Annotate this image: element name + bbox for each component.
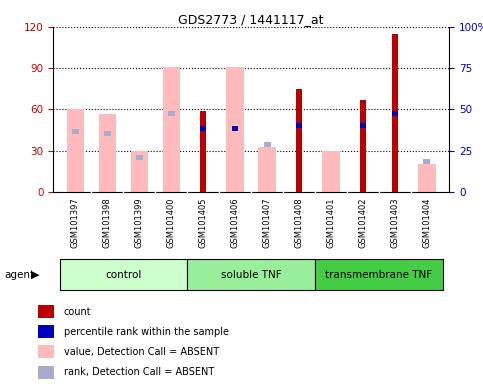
Text: agent: agent: [5, 270, 35, 280]
Text: GSM101402: GSM101402: [358, 197, 368, 248]
Bar: [38, 366, 54, 379]
Bar: [162, 67, 180, 192]
Bar: [258, 147, 276, 192]
Text: GSM101408: GSM101408: [295, 197, 304, 248]
Bar: [72, 129, 79, 134]
Text: GSM101403: GSM101403: [390, 197, 399, 248]
Text: GSM101399: GSM101399: [135, 197, 144, 248]
Bar: [424, 159, 430, 164]
Bar: [200, 126, 206, 131]
Bar: [264, 142, 270, 147]
FancyBboxPatch shape: [315, 259, 443, 290]
Bar: [38, 305, 54, 318]
FancyBboxPatch shape: [59, 259, 187, 290]
Bar: [67, 109, 84, 192]
Text: GSM101401: GSM101401: [327, 197, 336, 248]
Bar: [360, 100, 366, 192]
Bar: [296, 123, 302, 128]
Bar: [322, 151, 340, 192]
Text: GSM101407: GSM101407: [263, 197, 271, 248]
Text: percentile rank within the sample: percentile rank within the sample: [64, 327, 228, 337]
Text: rank, Detection Call = ABSENT: rank, Detection Call = ABSENT: [64, 367, 214, 377]
Bar: [232, 126, 238, 131]
Text: soluble TNF: soluble TNF: [221, 270, 282, 280]
Bar: [38, 325, 54, 338]
FancyBboxPatch shape: [187, 259, 315, 290]
Text: count: count: [64, 306, 91, 317]
Text: GSM101397: GSM101397: [71, 197, 80, 248]
Text: GSM101400: GSM101400: [167, 197, 176, 248]
Bar: [130, 151, 148, 192]
Bar: [418, 164, 436, 192]
Text: transmembrane TNF: transmembrane TNF: [326, 270, 432, 280]
Bar: [360, 123, 366, 128]
Text: ▶: ▶: [31, 270, 40, 280]
Bar: [227, 67, 244, 192]
Bar: [136, 155, 143, 160]
Text: GSM101398: GSM101398: [103, 197, 112, 248]
Text: GSM101406: GSM101406: [231, 197, 240, 248]
Text: control: control: [105, 270, 142, 280]
Title: GDS2773 / 1441117_at: GDS2773 / 1441117_at: [178, 13, 324, 26]
Text: GSM101405: GSM101405: [199, 197, 208, 248]
Bar: [168, 111, 175, 116]
Bar: [99, 114, 116, 192]
Bar: [38, 346, 54, 358]
Text: GSM101404: GSM101404: [422, 197, 431, 248]
Bar: [392, 111, 398, 116]
Bar: [392, 34, 398, 192]
Bar: [104, 131, 111, 136]
Bar: [200, 111, 206, 192]
Bar: [296, 89, 302, 192]
Text: value, Detection Call = ABSENT: value, Detection Call = ABSENT: [64, 347, 219, 357]
